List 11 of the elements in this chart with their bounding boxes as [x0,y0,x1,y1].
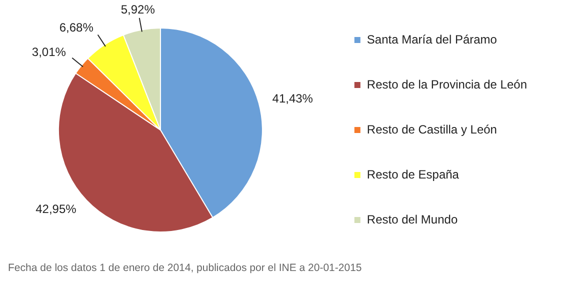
data-label: 6,68% [59,20,94,34]
legend-label: Santa María del Páramo [366,32,498,46]
legend-label: Resto de Castilla y León [366,122,497,136]
data-label: 42,95% [36,202,77,216]
legend-label: Resto del Mundo [366,212,458,226]
text: Fecha de los datos 1 de enero de 2014, publicados por el INE a 20-01-2015 [8,262,362,274]
data-label: 41,43% [272,91,314,106]
legend-label: Resto de la Provincia de León [366,77,528,92]
legend-label: Resto de España [366,167,460,182]
data-label: 3,01% [32,45,66,60]
data-label: 5,92% [120,2,156,16]
